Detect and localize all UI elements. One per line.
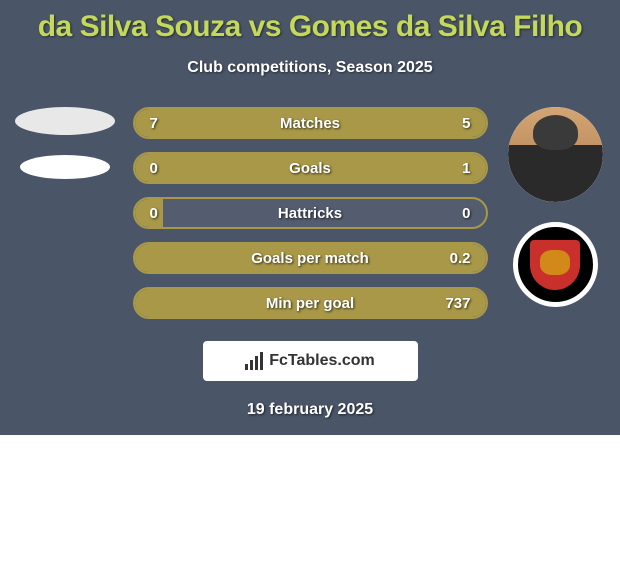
stat-row-hattricks: 0 Hattricks 0 xyxy=(133,197,488,229)
watermark[interactable]: FcTables.com xyxy=(203,341,418,381)
left-player-badges xyxy=(13,107,118,179)
chart-icon xyxy=(245,352,263,370)
stat-row-goals: 0 Goals 1 xyxy=(133,152,488,184)
stat-value-left: 7 xyxy=(150,115,158,132)
right-club-badge xyxy=(513,222,598,307)
left-club-badge xyxy=(20,155,110,179)
left-player-avatar xyxy=(15,107,115,135)
right-player-avatar xyxy=(508,107,603,202)
stat-label: Min per goal xyxy=(266,295,354,312)
stat-label: Matches xyxy=(280,115,340,132)
right-player-badges xyxy=(503,107,608,307)
widget-container: da Silva Souza vs Gomes da Silva Filho C… xyxy=(0,0,620,429)
stat-value-right: 737 xyxy=(445,295,470,312)
comparison-title: da Silva Souza vs Gomes da Silva Filho xyxy=(0,10,620,44)
stat-value-right: 5 xyxy=(462,115,470,132)
stat-label: Goals xyxy=(289,160,331,177)
watermark-text: FcTables.com xyxy=(269,352,375,370)
player-face-icon xyxy=(508,107,603,202)
stat-row-goals-per-match: Goals per match 0.2 xyxy=(133,242,488,274)
stat-value-right: 1 xyxy=(462,160,470,177)
stat-value-right: 0.2 xyxy=(450,250,471,267)
footer-date: 19 february 2025 xyxy=(0,401,620,419)
comparison-subtitle: Club competitions, Season 2025 xyxy=(0,59,620,77)
stat-value-right: 0 xyxy=(462,205,470,222)
stat-value-left: 0 xyxy=(150,160,158,177)
comparison-content: 7 Matches 5 0 Goals 1 0 Hattricks 0 Goal… xyxy=(0,107,620,319)
stat-row-matches: 7 Matches 5 xyxy=(133,107,488,139)
stat-label: Hattricks xyxy=(278,205,342,222)
stats-column: 7 Matches 5 0 Goals 1 0 Hattricks 0 Goal… xyxy=(133,107,488,319)
stat-value-left: 0 xyxy=(150,205,158,222)
stat-label: Goals per match xyxy=(251,250,369,267)
stat-row-min-per-goal: Min per goal 737 xyxy=(133,287,488,319)
club-shield-icon xyxy=(530,240,580,290)
